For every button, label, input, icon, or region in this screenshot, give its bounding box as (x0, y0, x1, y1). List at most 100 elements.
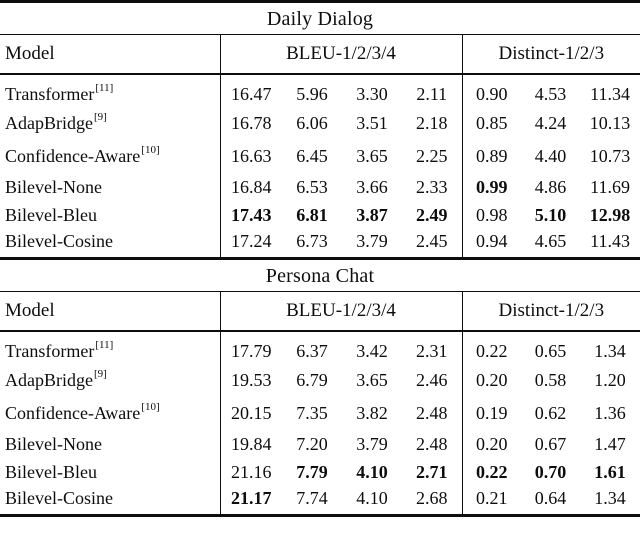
column-header-bleu: BLEU-1/2/3/4 (220, 35, 463, 75)
cell-distinct2: 0.65 (534, 340, 567, 361)
cell-distinct2: 0.58 (534, 370, 567, 390)
cell-distinct1: 0.22 (461, 331, 522, 364)
cell-distinct3: 10.13 (589, 113, 631, 133)
cell-bleu4: 2.46 (416, 370, 448, 390)
cell-distinct2: 0.70 (534, 461, 567, 482)
column-header-distinct: Distinct-1/2/3 (461, 292, 640, 332)
table-row: Bilevel-Bleu 17.43 6.81 3.87 2.49 0.98 5… (0, 201, 640, 229)
cell-distinct3: 1.34 (594, 340, 626, 361)
cell-bleu4: 2.31 (416, 340, 448, 361)
cell-bleu2: 6.53 (296, 176, 328, 197)
cell-bleu4: 2.18 (416, 113, 448, 133)
cell-distinct3: 1.61 (594, 461, 626, 482)
cell-distinct2: 0.64 (534, 487, 567, 508)
cell-distinct2: 0.67 (534, 433, 567, 454)
column-header-model: Model (0, 35, 221, 75)
cell-distinct2: 4.24 (534, 113, 567, 133)
citation-ref: [9] (93, 368, 107, 380)
cell-bleu1: 21.17 (231, 487, 272, 508)
cell-bleu3: 3.65 (356, 370, 388, 390)
cell-distinct2: 4.53 (534, 83, 567, 104)
cell-bleu4: 2.48 (416, 403, 448, 423)
cell-bleu3: 3.42 (356, 340, 388, 361)
cell-bleu1: 19.53 (231, 370, 272, 390)
cell-bleu3: 3.30 (356, 83, 388, 104)
table-row: Bilevel-Cosine 17.24 6.73 3.79 2.45 0.94… (0, 229, 640, 257)
cell-bleu4: 2.25 (416, 146, 448, 166)
column-header-bleu: BLEU-1/2/3/4 (220, 292, 463, 332)
cell-bleu1: 16.84 (231, 176, 272, 197)
cell-bleu1: 20.15 (231, 403, 272, 423)
cell-bleu4: 2.71 (416, 461, 448, 482)
cell-bleu3: 4.10 (356, 461, 388, 482)
cell-distinct1: 0.22 (461, 458, 522, 486)
paper-results-tables: Daily Dialog Model BLEU-1/2/3/4 Distinct… (0, 0, 640, 517)
citation-ref: [9] (93, 111, 107, 123)
table-row: Bilevel-None 16.84 6.53 3.66 2.33 0.99 4… (0, 173, 640, 201)
table-section-title: Daily Dialog (0, 3, 640, 35)
model-name: Confidence-Aware (5, 146, 141, 166)
cell-bleu3: 3.87 (356, 204, 388, 225)
cell-bleu1: 17.43 (231, 204, 272, 225)
cell-bleu2: 6.06 (296, 113, 328, 133)
table-row: AdapBridge[9] 19.53 6.79 3.65 2.46 0.20 … (0, 364, 640, 397)
cell-distinct3: 1.34 (594, 487, 626, 508)
cell-bleu1: 17.79 (231, 340, 272, 361)
cell-bleu3: 3.51 (356, 113, 388, 133)
cell-distinct1: 0.94 (461, 229, 522, 257)
column-header-distinct: Distinct-1/2/3 (461, 35, 640, 75)
table-row: Transformer[11] 16.47 5.96 3.30 2.11 0.9… (0, 74, 640, 107)
table-row: Confidence-Aware[10] 16.63 6.45 3.65 2.2… (0, 140, 640, 173)
column-header-model: Model (0, 292, 221, 332)
results-section-daily-dialog: Daily Dialog Model BLEU-1/2/3/4 Distinct… (0, 0, 640, 260)
cell-bleu1: 21.16 (231, 461, 272, 482)
table-row: Confidence-Aware[10] 20.15 7.35 3.82 2.4… (0, 397, 640, 430)
cell-bleu2: 7.20 (296, 433, 328, 454)
cell-distinct2: 4.86 (534, 176, 567, 197)
cell-distinct1: 0.99 (461, 173, 522, 201)
cell-distinct1: 0.19 (461, 397, 522, 430)
table-section-title: Persona Chat (0, 260, 640, 292)
cell-bleu3: 3.66 (356, 176, 388, 197)
table-row: Bilevel-Cosine 21.17 7.74 4.10 2.68 0.21… (0, 486, 640, 514)
cell-bleu3: 4.10 (356, 487, 388, 508)
model-name: Bilevel-Cosine (5, 230, 113, 251)
table-row: Bilevel-Bleu 21.16 7.79 4.10 2.71 0.22 0… (0, 458, 640, 486)
model-name: Bilevel-Bleu (5, 204, 97, 225)
model-name: Bilevel-Cosine (5, 487, 113, 508)
citation-ref: [10] (141, 401, 160, 413)
header-row: Model BLEU-1/2/3/4 Distinct-1/2/3 (0, 292, 640, 332)
cell-bleu3: 3.79 (356, 230, 388, 251)
table-row: AdapBridge[9] 16.78 6.06 3.51 2.18 0.85 … (0, 107, 640, 140)
cell-distinct1: 0.89 (461, 140, 522, 173)
cell-bleu2: 7.79 (296, 461, 328, 482)
model-name: Bilevel-None (5, 176, 102, 197)
cell-distinct3: 10.73 (589, 146, 631, 166)
model-name: Transformer (5, 340, 95, 361)
cell-bleu4: 2.11 (416, 83, 448, 104)
cell-distinct1: 0.90 (461, 74, 522, 107)
cell-bleu2: 6.81 (296, 204, 328, 225)
cell-bleu2: 6.37 (296, 340, 328, 361)
model-name: Bilevel-Bleu (5, 461, 97, 482)
cell-distinct2: 5.10 (534, 204, 567, 225)
cell-bleu4: 2.48 (416, 433, 448, 454)
cell-bleu2: 5.96 (296, 83, 328, 104)
cell-distinct3: 11.34 (590, 83, 630, 104)
cell-distinct2: 4.65 (534, 230, 567, 251)
cell-bleu3: 3.79 (356, 433, 388, 454)
cell-distinct3: 1.36 (594, 403, 626, 423)
results-section-persona-chat: Persona Chat Model BLEU-1/2/3/4 Distinct… (0, 260, 640, 517)
results-table: Model BLEU-1/2/3/4 Distinct-1/2/3 Transf… (0, 35, 640, 257)
cell-distinct1: 0.85 (461, 107, 522, 140)
cell-distinct3: 11.43 (590, 230, 630, 251)
cell-bleu4: 2.45 (416, 230, 448, 251)
cell-distinct3: 12.98 (589, 204, 631, 225)
cell-bleu1: 17.24 (231, 230, 272, 251)
header-row: Model BLEU-1/2/3/4 Distinct-1/2/3 (0, 35, 640, 75)
model-name: AdapBridge (5, 113, 93, 133)
cell-bleu4: 2.68 (416, 487, 448, 508)
cell-distinct3: 11.69 (590, 176, 630, 197)
citation-ref: [11] (95, 338, 114, 351)
cell-bleu4: 2.33 (416, 176, 448, 197)
